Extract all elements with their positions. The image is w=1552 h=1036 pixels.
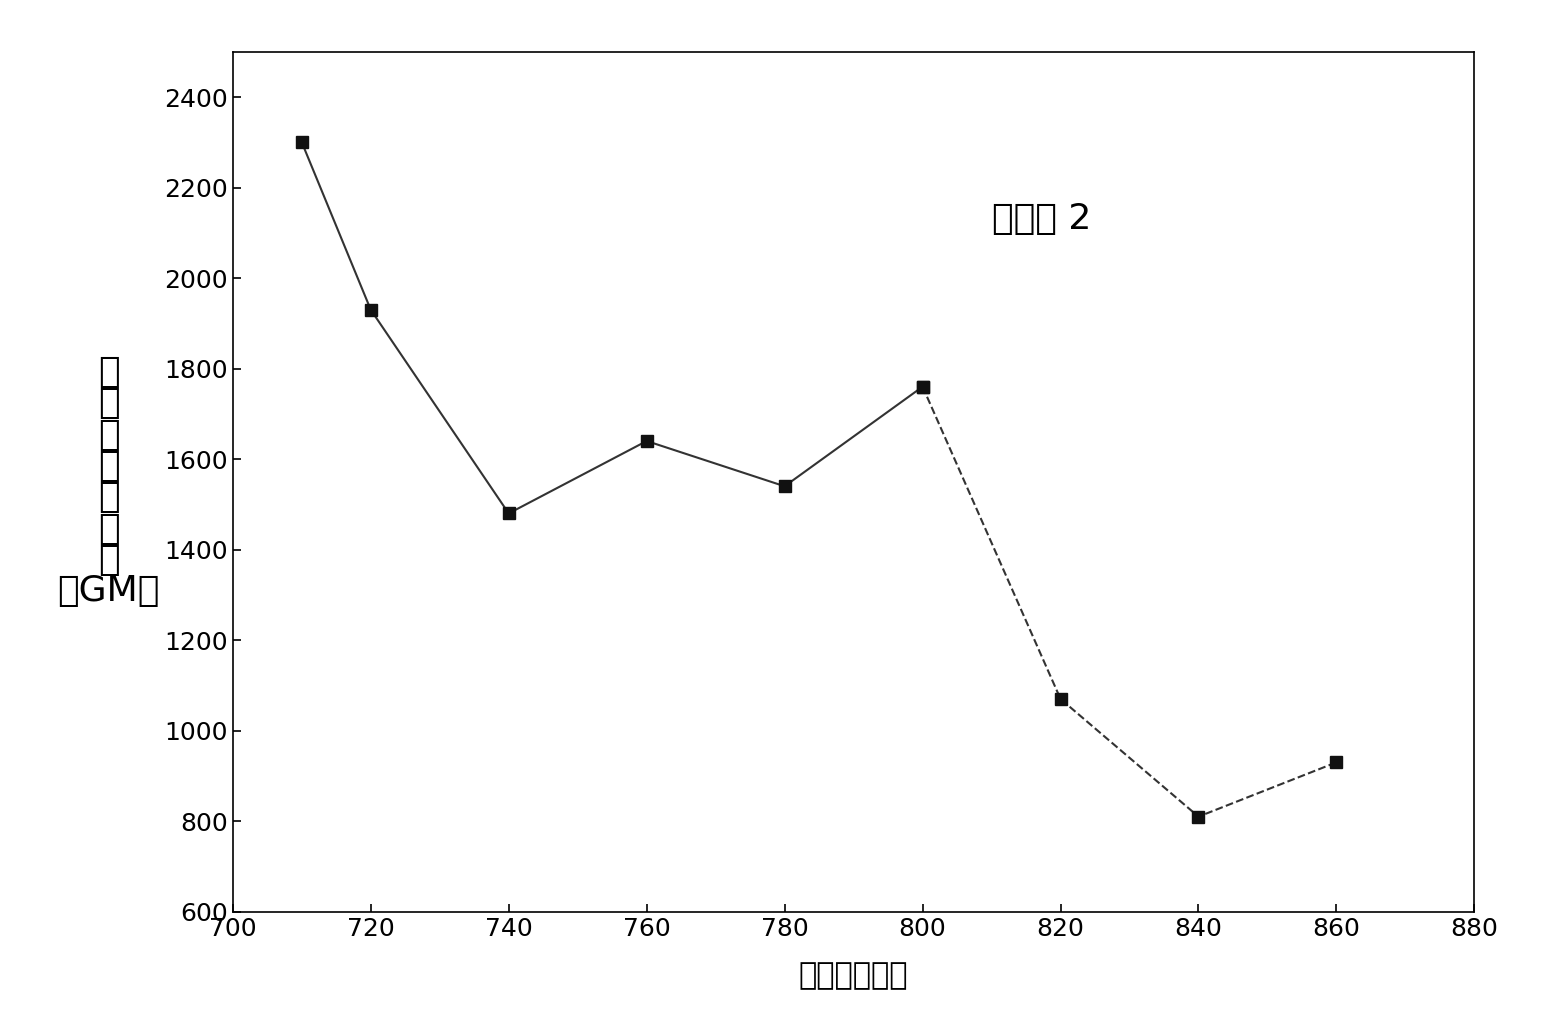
Text: 实施例 2: 实施例 2 [992,202,1091,236]
Text: 双
光
子
吸
收
截
面
（GM）: 双 光 子 吸 收 截 面 （GM） [57,355,160,608]
X-axis label: 波长（纳米）: 波长（纳米） [799,961,908,990]
